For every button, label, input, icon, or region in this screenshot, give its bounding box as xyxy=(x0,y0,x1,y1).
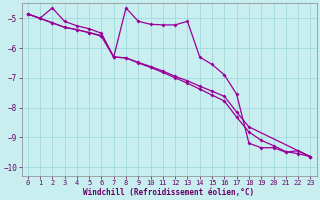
X-axis label: Windchill (Refroidissement éolien,°C): Windchill (Refroidissement éolien,°C) xyxy=(84,188,255,197)
